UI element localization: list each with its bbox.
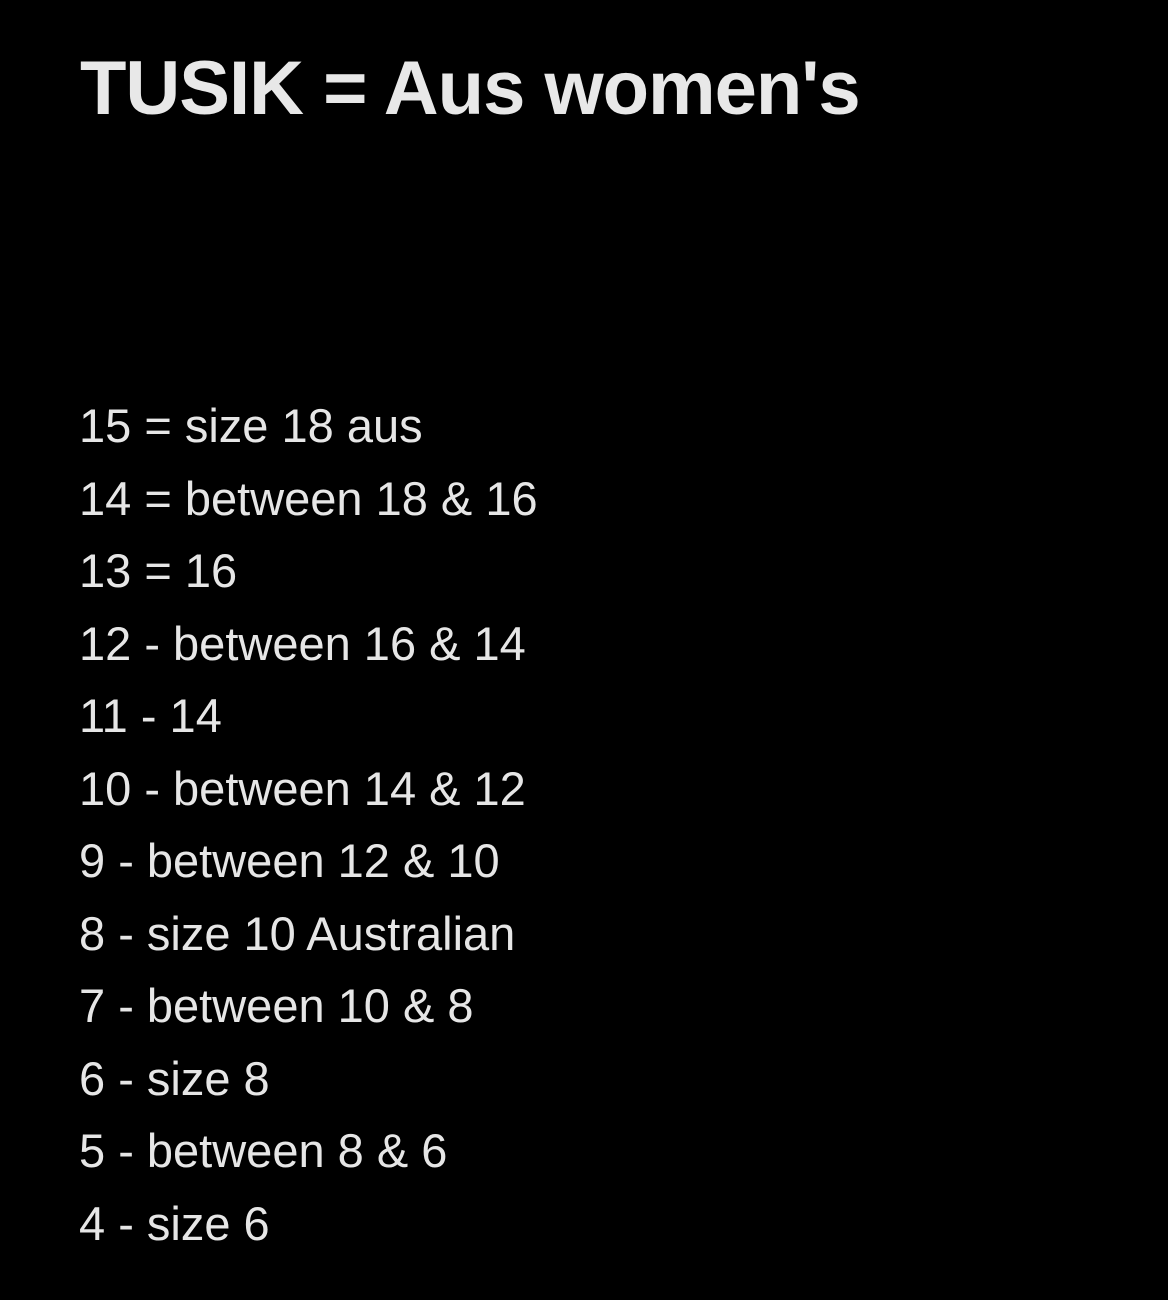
size-row: 10 - between 14 & 12 [79,761,526,815]
size-row: 6 - size 8 [79,1051,270,1105]
size-conversion-list: 15 = size 18 aus 14 = between 18 & 16 13… [79,390,538,1260]
size-row: 11 - 14 [79,689,222,742]
size-row: 14 = between 18 & 16 [79,471,538,525]
size-row: 7 - between 10 & 8 [79,979,474,1032]
size-row: 5 - between 8 & 6 [79,1124,448,1177]
size-row: 9 - between 12 & 10 [79,834,500,887]
size-row: 15 = size 18 aus [79,399,423,452]
size-row: 8 - size 10 Australian [79,906,516,960]
size-row: 12 - between 16 & 14 [79,616,526,670]
page-title: TUSIK = Aus women's [80,46,861,131]
size-row: 4 - size 6 [79,1196,270,1250]
size-row: 13 = 16 [79,544,238,597]
